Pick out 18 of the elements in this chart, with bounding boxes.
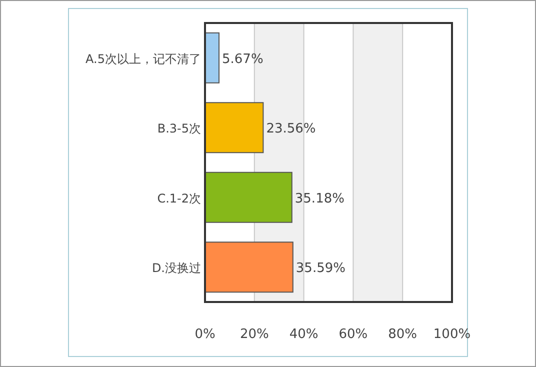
x-tick-label: 100% — [433, 327, 471, 342]
x-tick-label: 40% — [289, 327, 318, 342]
bar — [204, 242, 294, 293]
y-tick-label: A.5次以上，记不清了 — [86, 52, 201, 66]
y-tick-label: B.3-5次 — [157, 122, 201, 136]
x-tick-label: 60% — [338, 327, 368, 342]
x-tick-label: 80% — [388, 327, 418, 342]
data-label: 35.59% — [296, 261, 346, 276]
data-label: 23.56% — [266, 122, 316, 137]
x-tick-label: 0% — [194, 327, 216, 342]
data-label: 5.67% — [222, 52, 264, 67]
bar — [204, 32, 220, 84]
data-label: 35.18% — [294, 191, 344, 206]
y-tick-label: D.没换过 — [152, 261, 201, 276]
bar — [204, 172, 292, 223]
x-tick-label: 20% — [240, 327, 269, 342]
y-tick-label: C.1-2次 — [157, 191, 201, 206]
bar — [204, 102, 264, 154]
